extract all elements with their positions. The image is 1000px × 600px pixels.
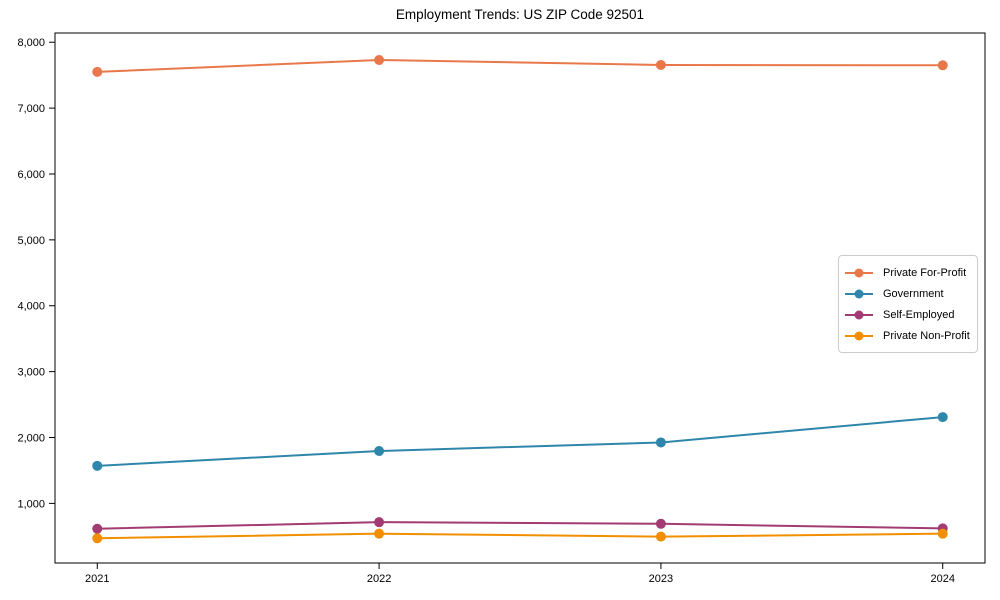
y-tick-label: 8,000 <box>17 37 45 49</box>
x-tick-label: 2022 <box>367 573 391 585</box>
data-point-marker <box>655 531 666 542</box>
data-point-marker <box>374 55 385 66</box>
y-tick-label: 7,000 <box>17 103 45 115</box>
series-self-employed <box>92 517 948 534</box>
y-tick-label: 1,000 <box>17 498 45 510</box>
data-point-marker <box>92 523 103 534</box>
data-point-marker <box>937 528 948 539</box>
x-tick-label: 2024 <box>930 573 954 585</box>
data-point-marker <box>655 437 666 448</box>
legend-entry-self-employed: Self-Employed <box>844 304 969 325</box>
x-tick-label: 2021 <box>85 573 109 585</box>
data-point-marker <box>92 66 103 77</box>
data-point-marker <box>374 517 385 528</box>
line-marker-icon <box>845 268 873 277</box>
legend: Private For-Profit Government Self-Emplo… <box>838 255 978 353</box>
series-line <box>97 532 943 540</box>
data-point-marker <box>92 533 103 544</box>
legend-entry-private-non-profit: Private Non-Profit <box>844 325 970 346</box>
legend-entry-private-for-profit: Private For-Profit <box>844 262 969 283</box>
legend-label: Private Non-Profit <box>883 329 970 342</box>
series-private-for-profit <box>92 55 948 77</box>
y-tick-label: 5,000 <box>17 235 45 247</box>
data-point-marker <box>655 518 666 529</box>
data-point-marker <box>937 412 948 423</box>
data-point-marker <box>374 446 385 457</box>
y-tick-label: 2,000 <box>17 432 45 444</box>
line-marker-icon <box>845 310 873 319</box>
series-private-non-profit <box>92 528 948 544</box>
legend-label: Self-Employed <box>883 308 955 321</box>
line-marker-icon <box>845 331 873 340</box>
data-point-marker <box>92 460 103 471</box>
y-axis: 1,000 2,000 3,000 4,000 5,000 6,000 7,000 8,000 <box>17 37 55 510</box>
legend-label: Government <box>883 287 944 300</box>
x-tick-label: 2023 <box>649 573 673 585</box>
chart-title: Employment Trends: US ZIP Code 92501 <box>395 7 645 22</box>
data-point-marker <box>655 59 666 70</box>
y-tick-label: 4,000 <box>17 301 45 313</box>
legend-entry-government: Government <box>844 283 969 304</box>
y-tick-label: 3,000 <box>17 367 45 379</box>
data-point-marker <box>937 60 948 71</box>
x-axis: 2021 2022 2023 2024 <box>85 563 955 585</box>
y-tick-label: 6,000 <box>17 169 45 181</box>
series-line <box>97 416 943 467</box>
series-line <box>97 59 943 73</box>
legend-label: Private For-Profit <box>883 266 967 279</box>
line-marker-icon <box>845 289 873 298</box>
series-line <box>97 521 943 530</box>
data-point-marker <box>374 528 385 539</box>
axes-frame <box>54 32 986 564</box>
series-government <box>92 412 948 471</box>
